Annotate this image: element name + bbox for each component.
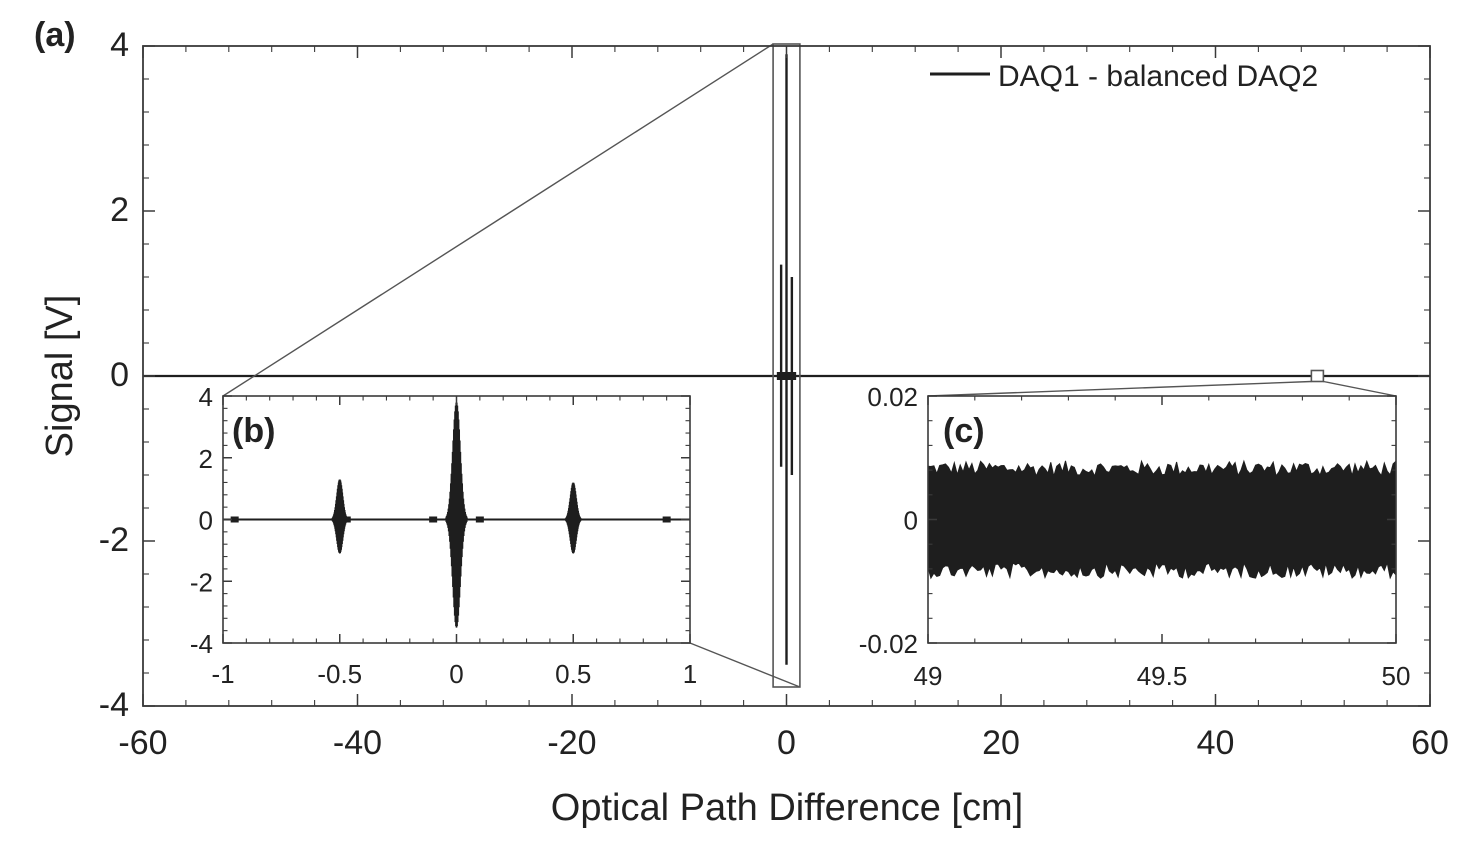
insets-layer [223,396,1397,643]
main-xtick-label-6: 60 [1411,724,1449,762]
zoom-box-b [772,43,801,688]
main-ytick-label-4: 4 [110,26,129,64]
inset-c-ytick-label-0: -0.02 [859,629,918,659]
panel-label-b: (b) [232,412,275,450]
inset-b-xtick-label-3: 0.5 [555,659,591,689]
panel-label-a: (a) [34,16,76,54]
inset-b-small-feature-4 [662,516,671,523]
inset-b-burst-core-1 [450,478,463,558]
axes-layer [142,45,1431,707]
inset-c-xtick-label-2: 50 [1382,661,1411,691]
main-xtick-label-5: 40 [1197,724,1235,762]
inset-c-xtick-label-0: 49 [914,661,943,691]
zoom-box-c [1310,369,1325,383]
inset-c-noise-band [927,459,1397,580]
inset-b-xtick-label-1: -0.5 [317,659,362,689]
inset-b-xtick-label-2: 0 [449,659,463,689]
inset-b-ytick-label-3: 2 [199,444,213,474]
legend-entry: DAQ1 - balanced DAQ2 [998,60,1318,93]
main-xtick-label-3: 0 [777,724,796,762]
panel-label-c: (c) [943,412,985,450]
y-axis-title: Signal [V] [39,295,81,458]
inset-b-xtick-label-4: 1 [683,659,697,689]
main-ytick-label-1: -2 [99,521,129,559]
zoom-indicator-layer [222,43,1397,688]
main-ytick-label-2: 0 [110,356,129,394]
zoom-connector-c-left [927,380,1312,397]
main-xtick-label-2: -20 [547,724,596,762]
main-xtick-label-1: -40 [333,724,382,762]
inset-b-xtick-label-0: -1 [211,659,234,689]
inset-b-ytick-label-4: 4 [199,382,213,412]
main-trace-layer [143,54,1430,665]
x-axis-title: Optical Path Difference [cm] [551,787,1023,829]
inset-b-small-feature-3 [475,516,484,523]
inset-b-ytick-label-0: -4 [190,629,213,659]
inset-b-burst-2 [564,482,583,554]
inset-b-small-feature-2 [429,516,438,523]
main-xtick-label-4: 20 [982,724,1020,762]
inset-b-small-feature-1 [342,516,351,523]
inset-b-burst-core-2 [568,506,578,532]
inset-c-xtick-label-1: 49.5 [1137,661,1188,691]
main-xtick-label-0: -60 [118,724,167,762]
inset-c-ytick-label-1: 0 [904,506,918,536]
inset-b-small-feature-0 [230,516,239,523]
main-ytick-label-0: -4 [99,686,129,724]
inset-b-burst-1 [445,402,468,628]
inset-b-ytick-label-2: 0 [199,506,213,536]
inset-b-ytick-label-1: -2 [190,567,213,597]
main-ytick-label-3: 2 [110,191,129,229]
zoom-connector-c-right [1323,380,1397,397]
inset-c-ytick-label-2: 0.02 [867,382,918,412]
zoom-connector-b-top [222,43,774,397]
zoom-connector-b-bottom [689,642,801,688]
inset-b-burst-core-0 [335,505,345,532]
